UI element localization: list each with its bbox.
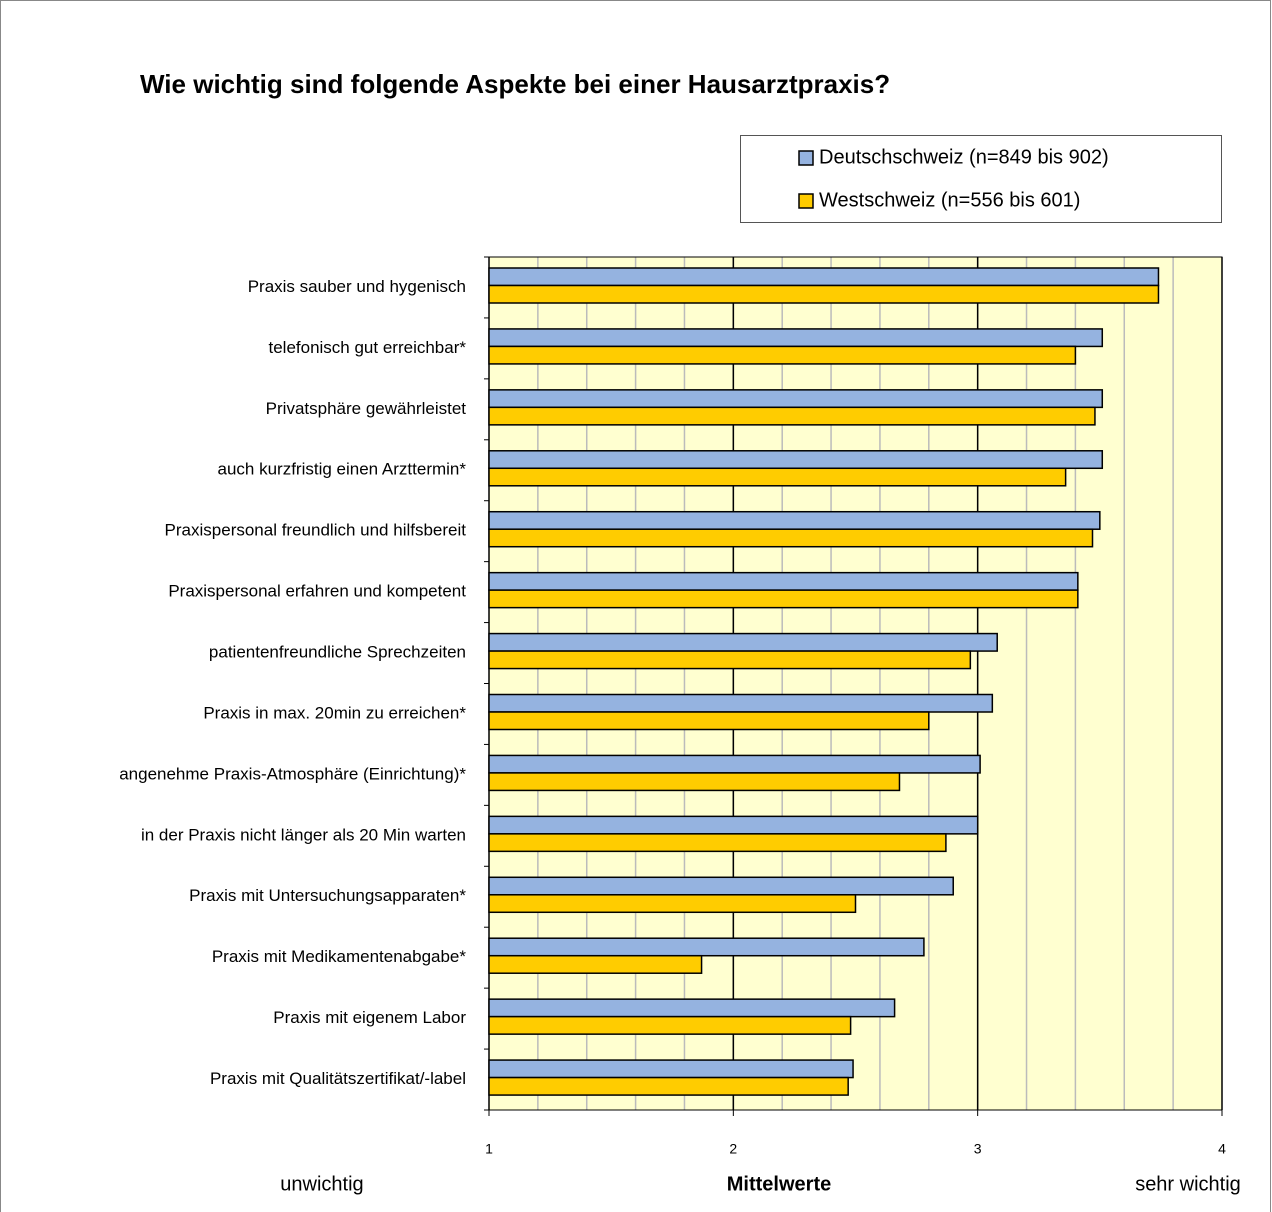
bar	[488, 1076, 849, 1096]
y-tick-label: Praxis mit Qualitätszertifikat/-label	[210, 1069, 466, 1088]
x-tick-label: 4	[1218, 1141, 1226, 1157]
annotation: unwichtig	[280, 1173, 363, 1195]
bar	[488, 528, 1094, 548]
bar	[488, 650, 972, 670]
x-axis-label: Mittelwerte	[727, 1173, 831, 1195]
y-tick-label: Praxispersonal freundlich und hilfsberei…	[165, 521, 467, 540]
chart-title: Wie wichtig sind folgende Aspekte bei ei…	[140, 69, 890, 99]
y-tick-label: Privatsphäre gewährleistet	[266, 399, 467, 418]
bar	[488, 998, 896, 1018]
y-tick-label: in der Praxis nicht länger als 20 Min wa…	[141, 825, 466, 844]
bar	[488, 754, 981, 774]
bar	[488, 954, 703, 974]
bar	[488, 1059, 854, 1079]
y-tick-label: patientenfreundliche Sprechzeiten	[209, 643, 466, 662]
bar	[488, 450, 1104, 470]
y-tick-label: auch kurzfristig einen Arzttermin*	[218, 460, 467, 479]
bar	[488, 815, 979, 835]
bar	[488, 389, 1104, 409]
bar	[488, 284, 1160, 304]
legend-label: Westschweiz (n=556 bis 601)	[819, 189, 1080, 211]
x-tick-label: 2	[729, 1141, 737, 1157]
bar	[488, 267, 1160, 287]
bar	[488, 693, 994, 713]
plot-area	[489, 257, 1222, 1110]
y-tick-label: Praxis mit eigenem Labor	[273, 1008, 466, 1027]
bar	[488, 894, 857, 914]
y-tick-label: Praxis mit Medikamentenabgabe*	[212, 947, 467, 966]
bar	[488, 833, 947, 853]
bar	[488, 406, 1096, 426]
x-tick-label: 1	[485, 1141, 493, 1157]
legend-box	[740, 135, 1222, 223]
bar	[488, 1015, 852, 1035]
legend-label: Deutschschweiz (n=849 bis 902)	[819, 146, 1109, 168]
x-tick-label: 3	[974, 1141, 982, 1157]
bar	[488, 345, 1077, 365]
bar	[488, 876, 954, 896]
legend-swatch	[798, 150, 814, 166]
bar	[488, 711, 930, 731]
y-tick-label: telefonisch gut erreichbar*	[268, 338, 466, 357]
bar	[488, 632, 998, 652]
bar	[488, 772, 901, 792]
bar	[488, 589, 1079, 609]
bar	[488, 467, 1067, 487]
y-tick-label: Praxis in max. 20min zu erreichen*	[203, 703, 466, 722]
bar	[488, 937, 925, 957]
bar	[488, 510, 1101, 530]
y-tick-label: Praxis mit Untersuchungsapparaten*	[189, 886, 466, 905]
y-tick-label: Praxis sauber und hygenisch	[248, 277, 466, 296]
legend-swatch	[798, 193, 814, 209]
bar	[488, 571, 1079, 591]
y-tick-label: Praxispersonal erfahren und kompetent	[168, 582, 466, 601]
y-tick-label: angenehme Praxis-Atmosphäre (Einrichtung…	[119, 764, 466, 783]
annotation: sehr wichtig	[1135, 1173, 1241, 1195]
bar	[488, 328, 1104, 348]
